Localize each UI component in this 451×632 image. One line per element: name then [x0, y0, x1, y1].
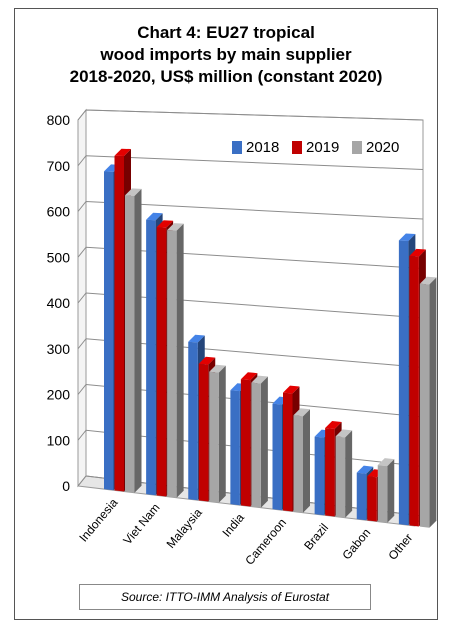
x-category-label: Gabon	[339, 526, 373, 563]
y-tick-label: 100	[47, 432, 71, 448]
gridline	[77, 246, 424, 269]
x-category-label: Indonesia	[76, 495, 120, 544]
chart-bars	[104, 148, 437, 528]
source-note: Source: ITTO-IMM Analysis of Eurostat	[79, 584, 371, 610]
chart-title-line-2: wood imports by main supplier	[100, 45, 352, 64]
legend-label: 2019	[306, 139, 339, 156]
y-tick-label: 200	[47, 387, 71, 403]
x-category-label: Other	[385, 531, 415, 563]
x-category-label: India	[219, 510, 247, 539]
y-tick-label: 600	[47, 204, 71, 220]
gridline	[77, 475, 424, 517]
x-category-label: Malaysia	[164, 505, 205, 551]
gridline	[77, 338, 424, 368]
bar	[419, 276, 437, 528]
bar	[167, 223, 184, 498]
chart-title-line-3: 2018-2020, US$ million (constant 2020)	[69, 67, 383, 86]
legend-label: 2020	[366, 139, 399, 156]
chart-gridlines	[77, 109, 424, 517]
x-category-label: Brazil	[301, 521, 331, 553]
y-tick-label: 500	[47, 249, 71, 265]
y-tick-label: 400	[47, 295, 71, 311]
gridline	[77, 292, 424, 319]
chart-legend: 2018 2019 2020	[232, 139, 399, 156]
gridline	[77, 109, 424, 121]
x-category-label: Cameroon	[242, 516, 289, 568]
bar	[377, 458, 395, 523]
y-tick-label: 700	[47, 158, 71, 174]
bar	[125, 188, 142, 493]
gridline	[77, 383, 424, 418]
y-tick-label: 0	[62, 478, 70, 494]
x-category-label: Viet Nam	[120, 501, 162, 548]
bar	[335, 429, 353, 518]
legend-swatch	[292, 141, 302, 154]
y-tick-label: 800	[47, 112, 71, 128]
legend-swatch	[352, 141, 362, 154]
bar	[209, 364, 226, 503]
legend-swatch	[232, 141, 242, 154]
y-tick-label: 300	[47, 341, 71, 357]
legend-label: 2018	[246, 139, 279, 156]
chart-title: Chart 4: EU27 tropical wood imports by m…	[14, 22, 438, 88]
gridline	[77, 429, 424, 467]
bar	[293, 408, 310, 513]
y-axis-ticks: 0 100 200 300 400 500 600 700 800	[47, 112, 71, 494]
gridline	[77, 155, 424, 170]
chart-title-line-1: Chart 4: EU27 tropical	[137, 23, 315, 42]
gridline	[77, 200, 424, 220]
bar	[251, 375, 268, 508]
